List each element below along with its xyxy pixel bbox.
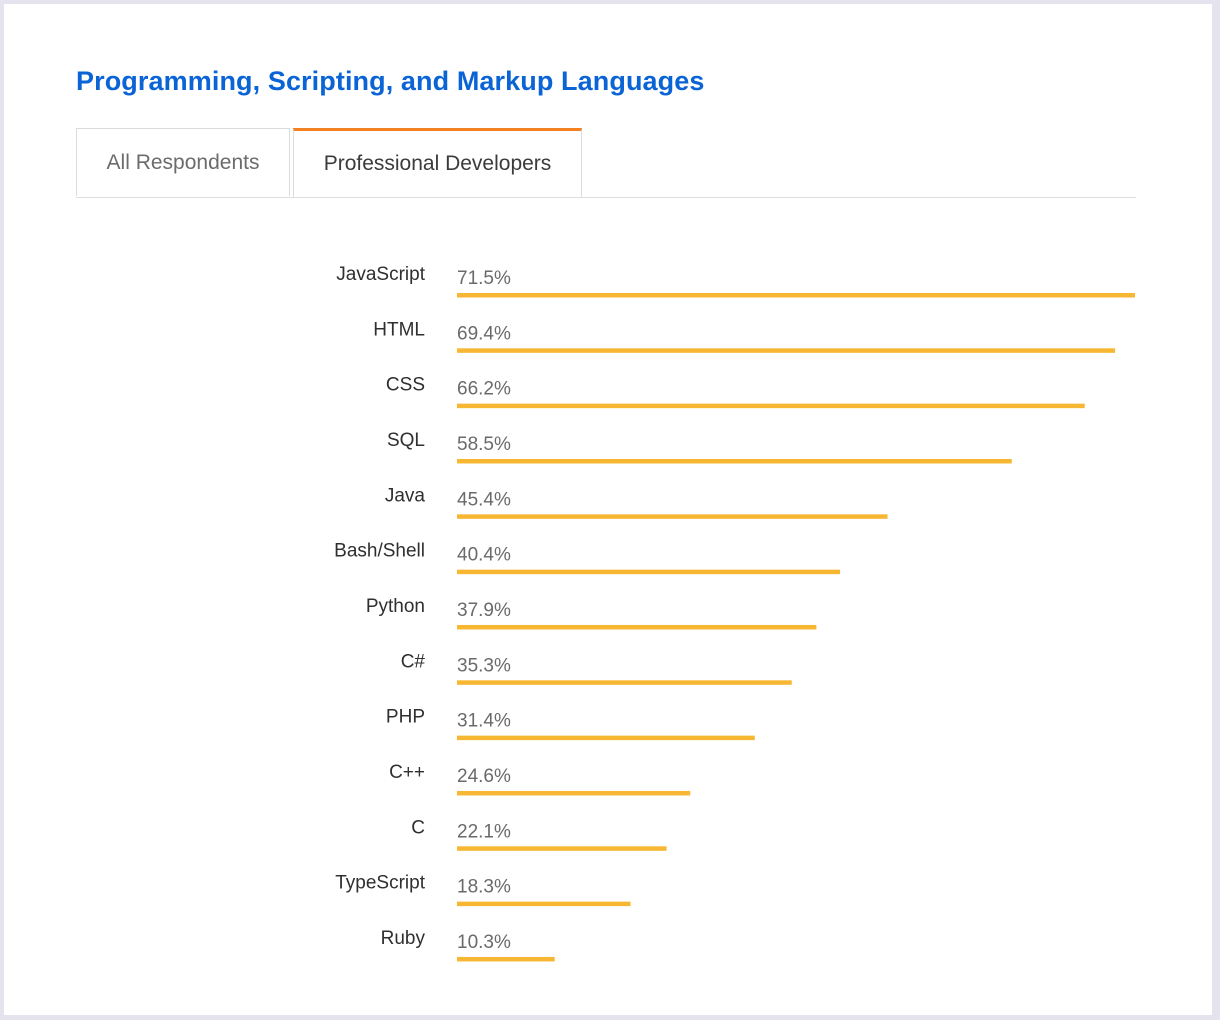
bar	[457, 956, 555, 962]
tab-all-respondents[interactable]: All Respondents	[76, 128, 290, 196]
value-label: 69.4%	[457, 323, 511, 344]
category-label: JavaScript	[336, 264, 425, 285]
bar-row-typescript: TypeScript 18.3%	[335, 873, 631, 907]
category-label: HTML	[373, 319, 425, 340]
value-label: 66.2%	[457, 379, 511, 400]
category-label: Bash/Shell	[334, 541, 425, 562]
value-label: 18.3%	[457, 877, 511, 898]
category-label: Java	[385, 485, 426, 506]
bar-row-bash-shell: Bash/Shell 40.4%	[334, 541, 841, 575]
value-label: 31.4%	[457, 711, 511, 732]
category-label: Ruby	[381, 928, 426, 949]
category-label: PHP	[386, 707, 425, 728]
tab-bar: All Respondents Professional Developers	[76, 128, 1136, 198]
category-label: C	[411, 817, 425, 838]
bar-row-ruby: Ruby 10.3%	[381, 928, 555, 962]
bar-row-java: Java 45.4%	[385, 485, 888, 519]
value-label: 58.5%	[457, 434, 511, 455]
bar-row-csharp: C# 35.3%	[401, 651, 792, 685]
bar	[457, 293, 1135, 298]
category-label: C++	[389, 762, 425, 783]
value-label: 40.4%	[457, 545, 511, 566]
value-label: 35.3%	[457, 655, 511, 676]
value-label: 22.1%	[457, 821, 511, 842]
bar-row-javascript: JavaScript 71.5%	[336, 264, 1135, 298]
bar-row-php: PHP 31.4%	[386, 707, 755, 741]
category-label: CSS	[386, 375, 425, 396]
bar	[457, 680, 792, 685]
bar-row-c: C 22.1%	[411, 817, 667, 851]
bar	[457, 846, 667, 851]
bar	[457, 458, 1012, 464]
bar	[457, 790, 691, 796]
category-label: C#	[401, 651, 426, 672]
bar	[457, 348, 1116, 353]
value-label: 10.3%	[457, 932, 511, 953]
category-label: TypeScript	[335, 873, 425, 894]
bar	[457, 901, 631, 907]
bar-row-cplusplus: C++ 24.6%	[389, 762, 691, 796]
value-label: 71.5%	[457, 268, 511, 289]
bar	[457, 403, 1085, 409]
value-label: 37.9%	[457, 600, 511, 621]
bar	[457, 624, 817, 630]
bar	[457, 569, 841, 575]
bar-row-css: CSS 66.2%	[386, 375, 1085, 409]
category-label: Python	[366, 596, 425, 617]
tab-professional-developers[interactable]: Professional Developers	[293, 128, 582, 197]
category-label: SQL	[387, 430, 425, 451]
bar	[457, 735, 755, 741]
value-label: 45.4%	[457, 489, 511, 510]
bar-row-html: HTML 69.4%	[373, 319, 1116, 353]
bar	[457, 514, 888, 519]
bar-row-python: Python 37.9%	[366, 596, 817, 630]
chart-title: Programming, Scripting, and Markup Langu…	[76, 66, 705, 96]
bar-row-sql: SQL 58.5%	[387, 430, 1012, 464]
value-label: 24.6%	[457, 766, 511, 787]
